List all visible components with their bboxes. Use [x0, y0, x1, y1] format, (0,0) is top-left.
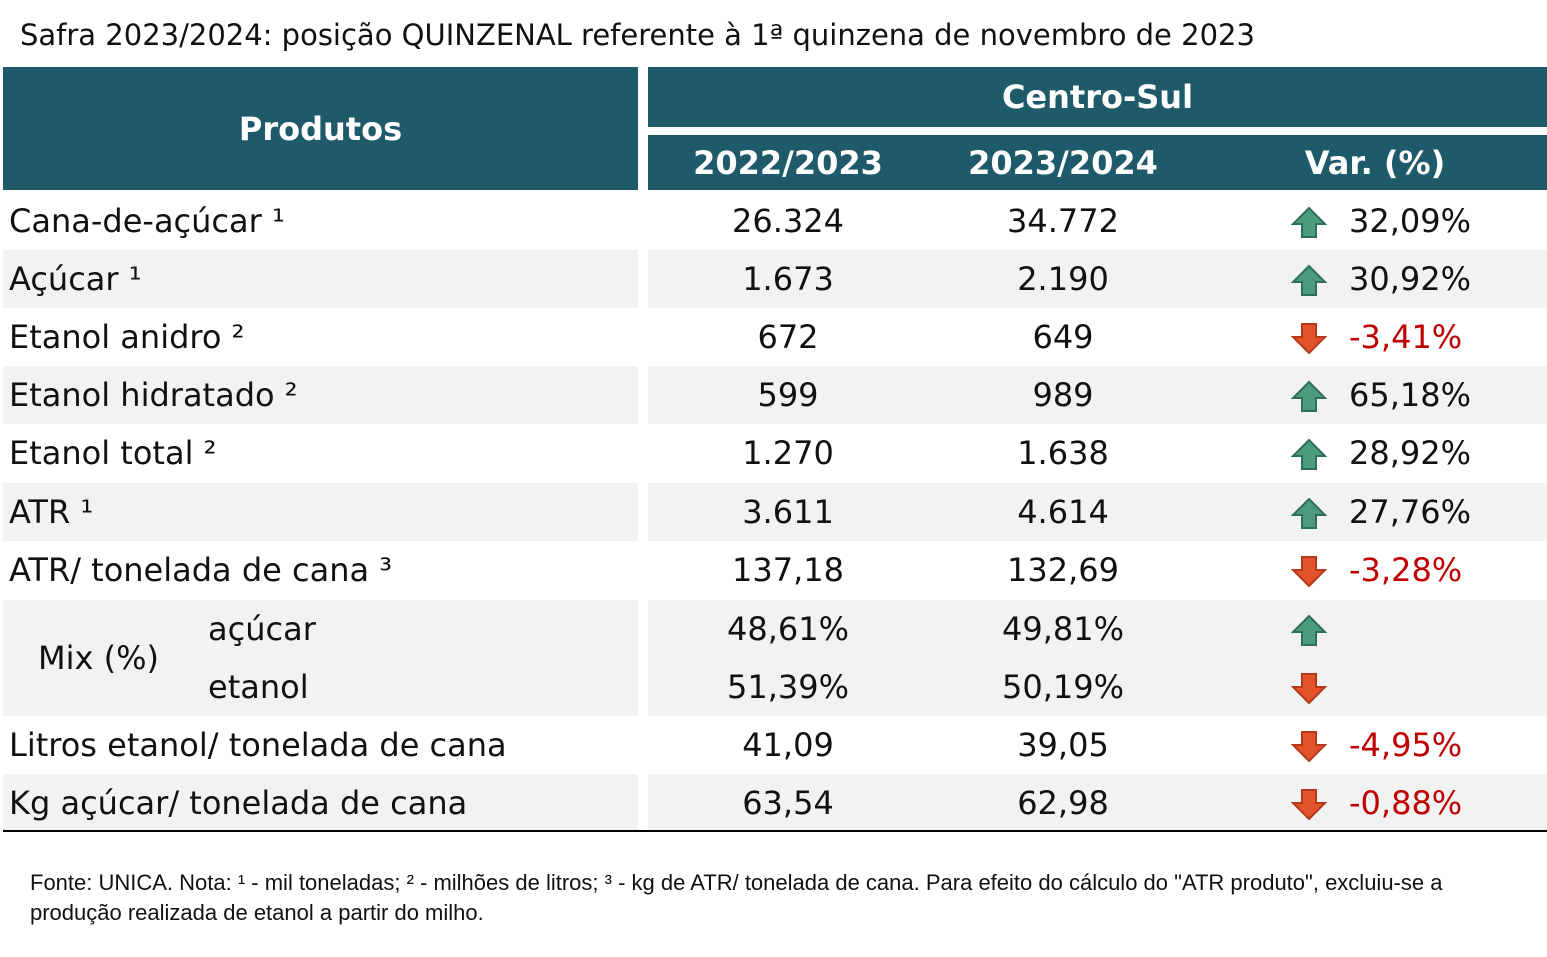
cell: 39,05 [1017, 726, 1109, 764]
variation: -0,88% [1349, 784, 1463, 822]
header-region: Centro-Sul [648, 67, 1547, 127]
arrow-up [1292, 265, 1326, 296]
cell: 132,69 [1007, 551, 1119, 589]
arrow-up [1292, 498, 1326, 529]
arrow-down [1292, 556, 1326, 587]
footnote: Fonte: UNICA. Nota: ¹ - mil toneladas; ²… [30, 870, 1443, 925]
row-label: Kg açúcar/ tonelada de cana [9, 784, 468, 822]
row-label: Etanol anidro ² [9, 318, 245, 356]
cell: 672 [757, 318, 819, 356]
cell: 50,19% [1001, 668, 1124, 706]
cell: 63,54 [742, 784, 834, 822]
row-label: ATR ¹ [9, 493, 94, 531]
table-row: Etanol anidro ² 672 649 -3,41% [3, 308, 1547, 366]
variation: -4,95% [1349, 726, 1463, 764]
cell: 1.673 [742, 260, 834, 298]
arrow-up [1292, 439, 1326, 470]
cell: 599 [757, 376, 819, 414]
variation: 28,92% [1349, 434, 1472, 472]
row-label: Litros etanol/ tonelada de cana [9, 726, 507, 764]
cell: 62,98 [1017, 784, 1109, 822]
row-label: ATR/ tonelada de cana ³ [9, 551, 393, 589]
arrow-down [1292, 731, 1326, 762]
cell: 34.772 [1007, 202, 1119, 240]
mix-row: Mix (%) açúcar 48,61% 49,81% etanol 51,3… [3, 600, 1547, 716]
table-row: ATR ¹ 3.611 4.614 27,76% [3, 483, 1547, 541]
header-columns: 2022/2023 2023/2024 Var. (%) [648, 135, 1547, 190]
arrow-up [1292, 207, 1326, 238]
table-row: Etanol total ² 1.270 1.638 28,92% [3, 424, 1547, 482]
row-label: etanol [208, 668, 309, 706]
table-row: Kg açúcar/ tonelada de cana 63,54 62,98 -0… [3, 774, 1547, 830]
cell: 26.324 [732, 202, 844, 240]
arrow-up [1292, 381, 1326, 412]
variation: 30,92% [1349, 260, 1472, 298]
row-label: Açúcar ¹ [9, 260, 142, 298]
column-header: Var. (%) [1304, 143, 1446, 182]
row-label: Etanol hidratado ² [9, 376, 298, 414]
variation: 27,76% [1349, 493, 1472, 531]
table-bottom-rule [3, 830, 1547, 832]
cell: 48,61% [726, 610, 849, 648]
cell: 1.638 [1017, 434, 1109, 472]
cell: 41,09 [742, 726, 834, 764]
table-row: Cana-de-açúcar ¹ 26.324 34.772 32,09% [3, 192, 1547, 250]
arrow-down [1292, 323, 1326, 354]
arrow-down [1292, 789, 1326, 820]
variation: 32,09% [1349, 202, 1472, 240]
arrow-up [1292, 615, 1326, 646]
cell: 3.611 [742, 493, 834, 531]
cell: 137,18 [732, 551, 844, 589]
cell: 4.614 [1017, 493, 1109, 531]
column-header: 2023/2024 [968, 143, 1158, 182]
cell: 49,81% [1001, 610, 1124, 648]
column-header: 2022/2023 [693, 143, 883, 182]
variation: -3,41% [1349, 318, 1463, 356]
arrow-down [1292, 673, 1326, 704]
table-row: ATR/ tonelada de cana ³ 137,18 132,69 -3,2… [3, 541, 1547, 599]
table-row: Açúcar ¹ 1.673 2.190 30,92% [3, 250, 1547, 308]
mix-label: Mix (%) [38, 639, 159, 677]
header-products: Produtos [3, 67, 638, 190]
cell: 649 [1032, 318, 1094, 356]
table-row: Etanol hidratado ² 599 989 65,18% [3, 366, 1547, 424]
row-label: Cana-de-açúcar ¹ [9, 202, 285, 240]
variation: 65,18% [1349, 376, 1472, 414]
cell: 2.190 [1017, 260, 1109, 298]
row-label: Etanol total ² [9, 434, 217, 472]
cell: 989 [1032, 376, 1094, 414]
row-label: açúcar [208, 610, 316, 648]
variation: -3,28% [1349, 551, 1463, 589]
title: Safra 2023/2024: posição QUINZENAL refer… [20, 18, 1255, 52]
cell: 1.270 [742, 434, 834, 472]
table-row: Litros etanol/ tonelada de cana 41,09 39,0… [3, 716, 1547, 774]
cell: 51,39% [726, 668, 849, 706]
